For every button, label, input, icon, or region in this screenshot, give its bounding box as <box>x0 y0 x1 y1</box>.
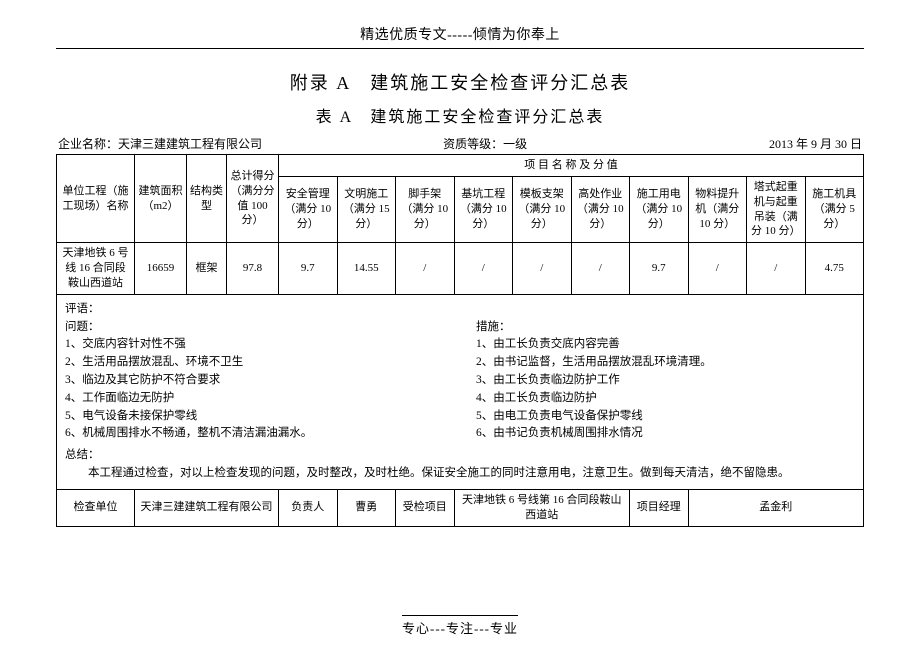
meta-grade-label: 资质等级： <box>443 137 503 151</box>
footer-text: 专心---专注---专业 <box>402 615 518 637</box>
cell-total: 97.8 <box>227 243 279 295</box>
problem-2: 2、生活用品摆放混乱、环境不卫生 <box>65 354 444 372</box>
measure-6: 6、由书记负责机械周围排水情况 <box>476 425 855 443</box>
measures-label: 措施： <box>476 319 855 337</box>
signoff-c1l: 检查单位 <box>57 489 135 526</box>
signoff-c4l: 项目经理 <box>630 489 689 526</box>
page-header: 精选优质专文-----倾情为你奉上 <box>56 24 864 49</box>
meta-company-label: 企业名称： <box>58 137 118 151</box>
signoff-c4v: 孟金利 <box>688 489 864 526</box>
col-s7: 施工用电（满分 10 分） <box>630 176 689 242</box>
meta-company-value: 天津三建建筑工程有限公司 <box>118 137 262 151</box>
problem-1: 1、交底内容针对性不强 <box>65 336 444 354</box>
table-comments-row: 评语： 问题： 1、交底内容针对性不强 2、生活用品摆放混乱、环境不卫生 3、临… <box>57 294 864 489</box>
col-s6: 高处作业（满分 10 分） <box>571 176 630 242</box>
meta-date: 2013 年 9 月 30 日 <box>611 135 862 152</box>
col-project-name: 单位工程（施工现场）名称 <box>57 155 135 243</box>
meta-company: 企业名称：天津三建建筑工程有限公司 <box>58 135 360 152</box>
col-s8: 物料提升机（满分 10 分） <box>688 176 747 242</box>
meta-grade: 资质等级：一级 <box>360 135 611 152</box>
measure-3: 3、由工长负责临边防护工作 <box>476 372 855 390</box>
table-data-row: 天津地铁 6 号线 16 合同段 鞍山西道站 16659 框架 97.8 9.7… <box>57 243 864 295</box>
cell-v3: / <box>396 243 455 295</box>
cell-v1: 9.7 <box>279 243 338 295</box>
measures-block: 措施： 1、由工长负责交底内容完善 2、由书记监督，生活用品摆放混乱环境清理。 … <box>476 319 855 444</box>
cell-area: 16659 <box>135 243 187 295</box>
signoff-row: 检查单位 天津三建建筑工程有限公司 负责人 曹勇 受检项目 天津地铁 6 号线第… <box>57 489 864 526</box>
problems-label: 问题： <box>65 319 444 337</box>
cell-v9: / <box>747 243 806 295</box>
col-area: 建筑面积（m2） <box>135 155 187 243</box>
table-header-row-1: 单位工程（施工现场）名称 建筑面积（m2） 结构类型 总计得分（满分分值 100… <box>57 155 864 177</box>
col-s2: 文明施工（满分 15 分） <box>337 176 396 242</box>
appendix-title: 附录 A 建筑施工安全检查评分汇总表 <box>56 69 864 95</box>
measure-2: 2、由书记监督，生活用品摆放混乱环境清理。 <box>476 354 855 372</box>
col-s1: 安全管理（满分 10 分） <box>279 176 338 242</box>
problem-3: 3、临边及其它防护不符合要求 <box>65 372 444 390</box>
cell-struct: 框架 <box>187 243 227 295</box>
col-s9: 塔式起重机与起重吊装（满分 10 分） <box>747 176 806 242</box>
signoff-c3v: 天津地铁 6 号线第 16 合同段鞍山西道站 <box>454 489 630 526</box>
signoff-c2l: 负责人 <box>279 489 338 526</box>
measure-5: 5、由电工负责电气设备保护零线 <box>476 408 855 426</box>
page-footer: 专心---专注---专业 <box>0 615 920 637</box>
comments-label: 评语： <box>65 301 855 319</box>
comments-two-col: 问题： 1、交底内容针对性不强 2、生活用品摆放混乱、环境不卫生 3、临边及其它… <box>65 319 855 444</box>
summary-label: 总结： <box>65 447 855 465</box>
cell-v2: 14.55 <box>337 243 396 295</box>
col-struct: 结构类型 <box>187 155 227 243</box>
meta-row: 企业名称：天津三建建筑工程有限公司 资质等级：一级 2013 年 9 月 30 … <box>58 135 862 152</box>
col-s4: 基坑工程（满分 10 分） <box>454 176 513 242</box>
signoff-c1v: 天津三建建筑工程有限公司 <box>135 489 279 526</box>
cell-name: 天津地铁 6 号线 16 合同段 鞍山西道站 <box>57 243 135 295</box>
cell-v6: / <box>571 243 630 295</box>
measure-4: 4、由工长负责临边防护 <box>476 390 855 408</box>
problem-5: 5、电气设备未接保护零线 <box>65 408 444 426</box>
document-page: 精选优质专文-----倾情为你奉上 附录 A 建筑施工安全检查评分汇总表 表 A… <box>0 0 920 651</box>
col-total: 总计得分（满分分值 100 分） <box>227 155 279 243</box>
summary-text: 本工程通过检查，对以上检查发现的问题，及时整改，及时杜绝。保证安全施工的同时注意… <box>65 465 855 483</box>
meta-grade-value: 一级 <box>503 137 527 151</box>
score-table: 单位工程（施工现场）名称 建筑面积（m2） 结构类型 总计得分（满分分值 100… <box>56 154 864 527</box>
col-group: 项 目 名 称 及 分 值 <box>279 155 864 177</box>
cell-v7: 9.7 <box>630 243 689 295</box>
cell-v8: / <box>688 243 747 295</box>
col-s3: 脚手架（满分 10 分） <box>396 176 455 242</box>
signoff-c2v: 曹勇 <box>337 489 396 526</box>
problem-6: 6、机械周围排水不畅通，整机不清洁漏油漏水。 <box>65 425 444 443</box>
problems-block: 问题： 1、交底内容针对性不强 2、生活用品摆放混乱、环境不卫生 3、临边及其它… <box>65 319 444 444</box>
measure-1: 1、由工长负责交底内容完善 <box>476 336 855 354</box>
table-title: 表 A 建筑施工安全检查评分汇总表 <box>56 103 864 127</box>
signoff-c3l: 受检项目 <box>396 489 455 526</box>
comments-cell: 评语： 问题： 1、交底内容针对性不强 2、生活用品摆放混乱、环境不卫生 3、临… <box>57 294 864 489</box>
cell-v5: / <box>513 243 572 295</box>
cell-v4: / <box>454 243 513 295</box>
col-s5: 模板支架（满分 10 分） <box>513 176 572 242</box>
cell-v10: 4.75 <box>805 243 864 295</box>
col-s10: 施工机具（满分 5 分） <box>805 176 864 242</box>
problem-4: 4、工作面临边无防护 <box>65 390 444 408</box>
